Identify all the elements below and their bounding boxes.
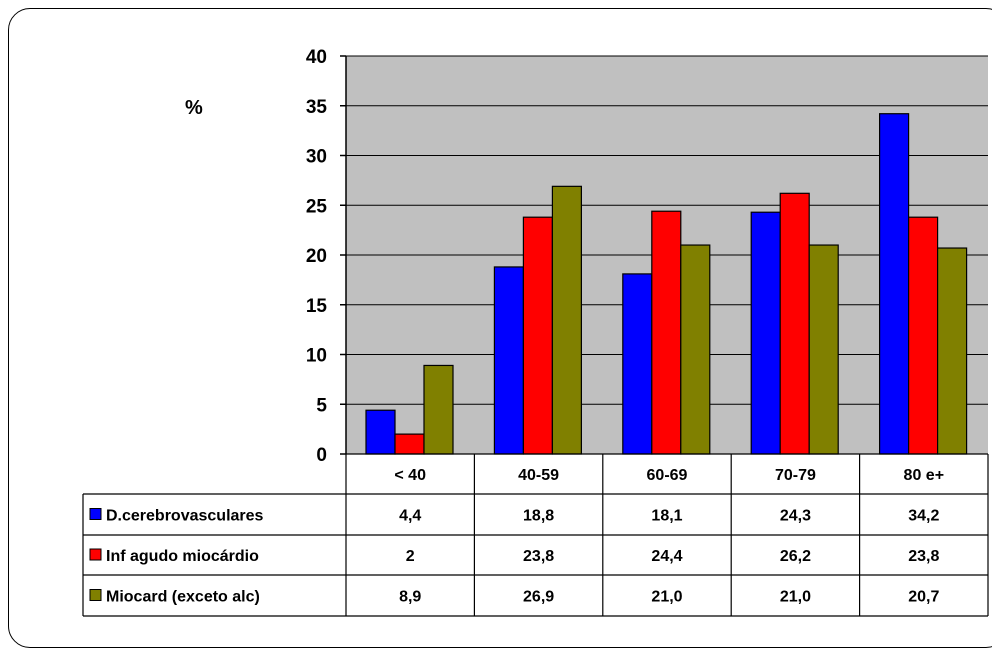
legend-swatch [89,589,102,601]
y-tick-label: 40 [306,47,327,68]
data-label: 26,2 [780,548,811,565]
y-tick-label: 30 [306,147,327,168]
series-name: Miocard (exceto alc) [106,589,260,606]
bars [365,113,968,455]
bar [808,244,839,455]
y-tick-label: 25 [306,196,328,217]
category-label: 60-69 [647,467,688,484]
bar [936,247,968,455]
series-name: D.cerebrovasculares [106,508,264,525]
y-tick-label: 0 [316,445,327,466]
category-label: 80 e+ [904,467,944,484]
category-label: 40-59 [518,467,559,484]
category-label: 70-79 [775,467,816,484]
bar [622,273,653,455]
bar [493,266,524,455]
data-label: 2 [406,548,415,565]
data-label: 24,3 [780,508,811,525]
legend-swatch [89,548,102,561]
data-label: 26,9 [523,589,554,606]
data-label: 23,8 [523,548,554,565]
bar [365,409,396,455]
data-label: 20,7 [908,589,939,606]
chart-svg: 0 5 10 15 20 25 30 35 40 % < 40 40-59 60-69 70-79 80… [82,47,989,617]
y-tick-label: 5 [316,395,327,416]
data-label: 21,0 [780,589,811,606]
bar [750,211,781,455]
bar [779,192,810,455]
data-label: 18,8 [523,508,554,525]
bar [907,216,939,455]
y-tick-label: 20 [306,246,327,267]
bar [551,185,583,455]
series-name: Inf agudo miocárdio [106,548,259,565]
data-label: 21,0 [651,589,682,606]
data-label: 34,2 [908,508,939,525]
y-tick-label: 35 [306,97,328,118]
data-label: 24,4 [651,548,682,565]
data-table: < 40 40-59 60-69 70-79 80 e+ D.cerebrovascula… [82,453,989,617]
bar [651,210,682,455]
bar [680,244,711,455]
category-label: < 40 [394,467,426,484]
data-label: 4,4 [399,508,421,525]
y-tick-label: 15 [306,296,328,317]
bar [878,113,910,455]
data-label: 18,1 [651,508,682,525]
y-ticks: 0 5 10 15 20 25 30 35 40 [306,47,346,466]
y-tick-label: 10 [306,346,327,367]
data-label: 8,9 [399,589,421,606]
legend-swatch [89,508,102,520]
data-label: 23,8 [908,548,939,565]
y-axis-label: % [185,97,203,119]
bar [423,364,454,455]
bar [394,433,425,455]
bar [522,216,554,455]
